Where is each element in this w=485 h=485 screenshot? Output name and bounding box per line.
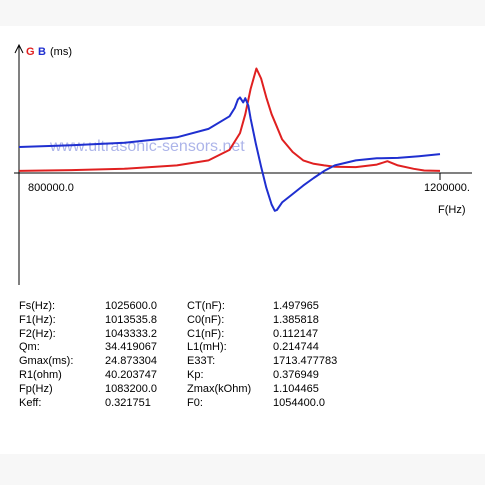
param-label: Keff: [19,396,42,409]
parameter-table: Fs(Hz): 1025600.0 CT(nF): 1.497965 F1(Hz): 10… [19,300,373,410]
param-value-2: 0.112147 [273,327,319,340]
param-value: 1013535.8 [105,313,157,326]
param-label-2: C0(nF): [187,313,225,326]
param-value: 1083200.0 [105,382,157,395]
series-line-b [18,96,441,212]
param-value: 40.203747 [105,368,157,381]
y-axis-arrow [14,43,24,54]
param-label-2: Zmax(kOhm) [187,382,252,395]
param-label: Fs(Hz): [19,300,56,312]
param-value: 0.321751 [105,396,151,409]
param-value-2: 1.497965 [273,300,319,312]
param-label-2: CT(nF): [187,300,225,312]
param-value-2: 1.104465 [273,382,319,395]
param-value-2: 1.385818 [273,313,319,326]
param-value: 24.873304 [105,355,157,368]
param-value: 34.419067 [105,341,157,354]
param-value-2: 1054400.0 [273,396,325,409]
param-value-2: 0.376949 [273,368,319,381]
x-tick-label-max: 1200000. [424,182,470,194]
legend-b: B [38,46,46,58]
legend-unit: (ms) [50,46,72,58]
bottom-band [0,454,485,485]
param-label-2: F0: [187,396,203,409]
param-value: 1025600.0 [105,300,157,312]
impedance-chart: www.ultrasonic-sensors.net G B (ms) 8000… [14,43,472,285]
param-label-2: C1(nF): [187,327,225,340]
param-label: R1(ohm) [19,368,62,381]
param-label-2: L1(mH): [187,341,227,354]
x-tick-label-min: 800000.0 [28,182,74,194]
param-label: F1(Hz): [19,313,56,326]
series-layer [18,67,441,212]
param-label: F2(Hz): [19,327,56,340]
param-value: 1043333.2 [105,327,157,340]
param-label-2: Kp: [187,368,204,381]
param-value-2: 0.214744 [273,341,319,354]
param-value-2: 1713.477783 [273,355,338,368]
param-label: Qm: [19,341,40,354]
series-line-g [18,67,441,172]
watermark: www.ultrasonic-sensors.net [49,138,245,155]
param-label: Gmax(ms): [19,355,74,368]
legend-g: G [26,46,35,58]
top-band [0,0,485,26]
x-axis-label: F(Hz) [438,204,466,216]
param-label: Fp(Hz) [19,382,53,395]
param-label-2: E33T: [187,355,216,368]
